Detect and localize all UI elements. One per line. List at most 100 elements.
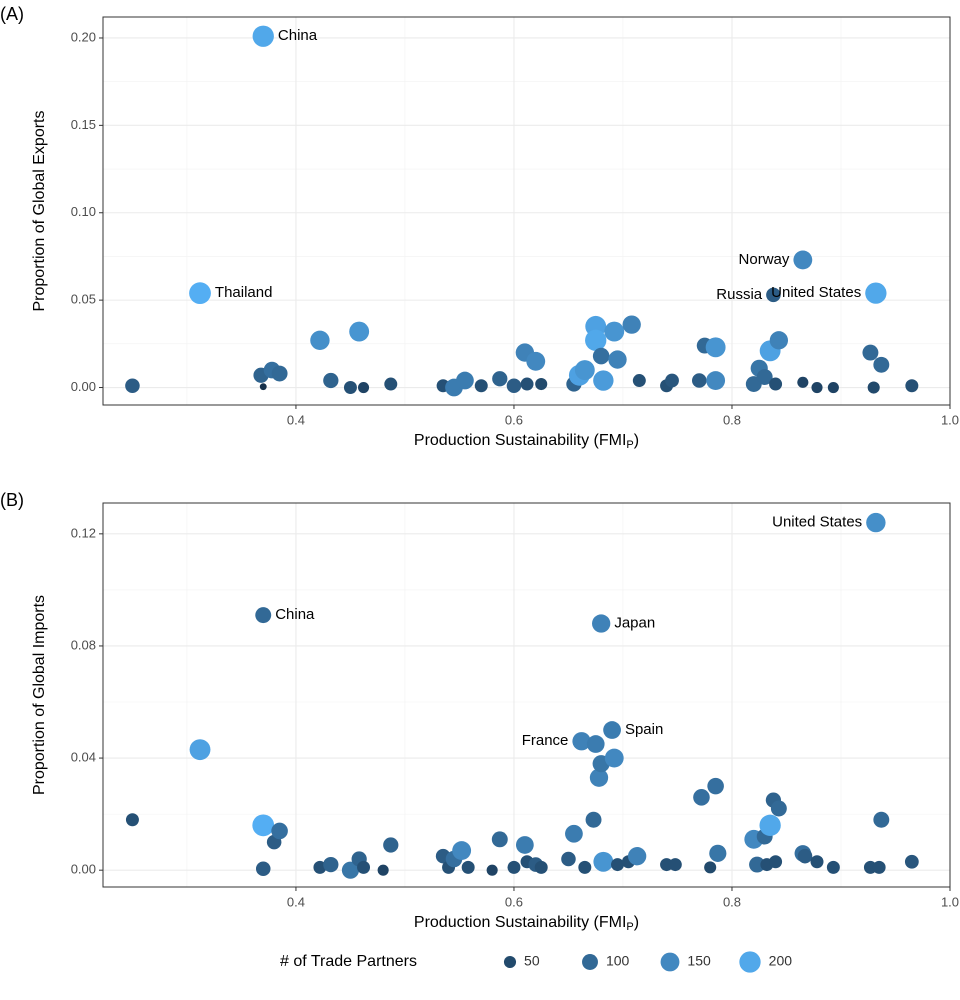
point <box>189 739 211 761</box>
point <box>357 860 371 874</box>
point <box>603 721 621 739</box>
point <box>608 350 627 369</box>
x-tick-label: 0.4 <box>287 894 305 909</box>
point <box>565 824 583 843</box>
legend-key <box>739 951 761 973</box>
y-tick-label: 0.04 <box>71 750 96 765</box>
point <box>692 373 707 388</box>
point <box>313 860 327 874</box>
point <box>578 860 592 874</box>
point <box>534 860 548 874</box>
point <box>770 800 787 817</box>
point <box>707 777 724 795</box>
point <box>769 855 783 869</box>
legend-key <box>660 952 680 972</box>
point <box>506 378 522 394</box>
point <box>572 732 591 751</box>
point <box>586 735 605 753</box>
legend-label: 150 <box>687 953 711 969</box>
point <box>585 329 607 351</box>
point <box>125 378 140 394</box>
legend-label: 50 <box>524 953 540 969</box>
point <box>323 372 339 389</box>
y-tick-label: 0.08 <box>71 637 96 652</box>
point-label: China <box>278 27 318 44</box>
plot-border <box>102 16 951 406</box>
plot-background <box>103 503 950 887</box>
point <box>769 331 789 350</box>
point <box>797 376 809 388</box>
point <box>357 381 370 394</box>
y-tick-label: 0.10 <box>71 204 96 219</box>
point <box>383 837 399 853</box>
point <box>873 811 890 828</box>
point <box>492 371 508 387</box>
point <box>749 856 766 873</box>
point-label: United States <box>771 284 861 301</box>
point <box>491 831 508 848</box>
point <box>593 851 614 872</box>
panel-label: (B) <box>0 490 24 510</box>
point <box>574 360 595 380</box>
y-axis-label: Proportion of Global Exports <box>31 111 48 312</box>
point <box>872 860 886 874</box>
point <box>561 851 576 867</box>
x-tick-label: 1.0 <box>941 412 959 427</box>
point <box>593 370 614 391</box>
point <box>271 365 288 382</box>
y-tick-label: 0.20 <box>71 29 96 44</box>
y-tick-label: 0.00 <box>71 862 96 877</box>
x-tick-label: 0.4 <box>287 412 305 427</box>
point <box>826 860 840 874</box>
point <box>866 512 886 533</box>
point <box>592 347 610 365</box>
x-axis-label-suffix: ) <box>634 432 639 449</box>
point <box>862 344 879 361</box>
point <box>873 356 890 373</box>
y-tick-label: 0.05 <box>71 292 96 307</box>
x-axis-label: Production Sustainability (FMIP) <box>414 914 639 933</box>
point-label: Norway <box>739 251 790 268</box>
x-tick-label: 0.8 <box>723 412 741 427</box>
point <box>474 379 488 393</box>
point <box>604 321 625 342</box>
point <box>759 814 781 836</box>
point <box>456 371 474 390</box>
x-axis-label-text: Production Sustainability (FMI <box>414 914 627 931</box>
y-tick-label: 0.15 <box>71 117 96 132</box>
point-label: China <box>275 606 315 623</box>
point <box>769 377 783 391</box>
point <box>585 811 602 828</box>
x-axis-label-subscript: P <box>626 439 633 451</box>
point <box>507 860 521 874</box>
point-label: Russia <box>716 286 763 303</box>
point <box>255 861 271 877</box>
point <box>632 374 646 388</box>
legend-title: # of Trade Partners <box>280 953 417 970</box>
x-tick-label: 1.0 <box>941 894 959 909</box>
x-axis-label-text: Production Sustainability (FMI <box>414 432 627 449</box>
point <box>611 858 625 872</box>
point <box>811 381 823 394</box>
point <box>704 861 717 874</box>
point <box>622 315 641 334</box>
legend-key <box>582 954 598 970</box>
point <box>592 614 611 633</box>
point-label: France <box>522 732 569 749</box>
point <box>526 351 546 371</box>
x-axis-label: Production Sustainability (FMIP) <box>414 432 639 451</box>
point <box>343 381 357 395</box>
point <box>452 841 472 860</box>
panel-label: (A) <box>0 4 24 24</box>
point <box>706 371 726 390</box>
point <box>810 855 824 869</box>
point-label: Japan <box>614 614 655 631</box>
point <box>793 250 813 270</box>
point <box>867 381 880 394</box>
point <box>515 836 534 854</box>
point <box>271 822 288 840</box>
y-axis-label: Proportion of Global Imports <box>31 595 48 795</box>
legend-key <box>503 955 517 969</box>
point <box>693 789 710 806</box>
